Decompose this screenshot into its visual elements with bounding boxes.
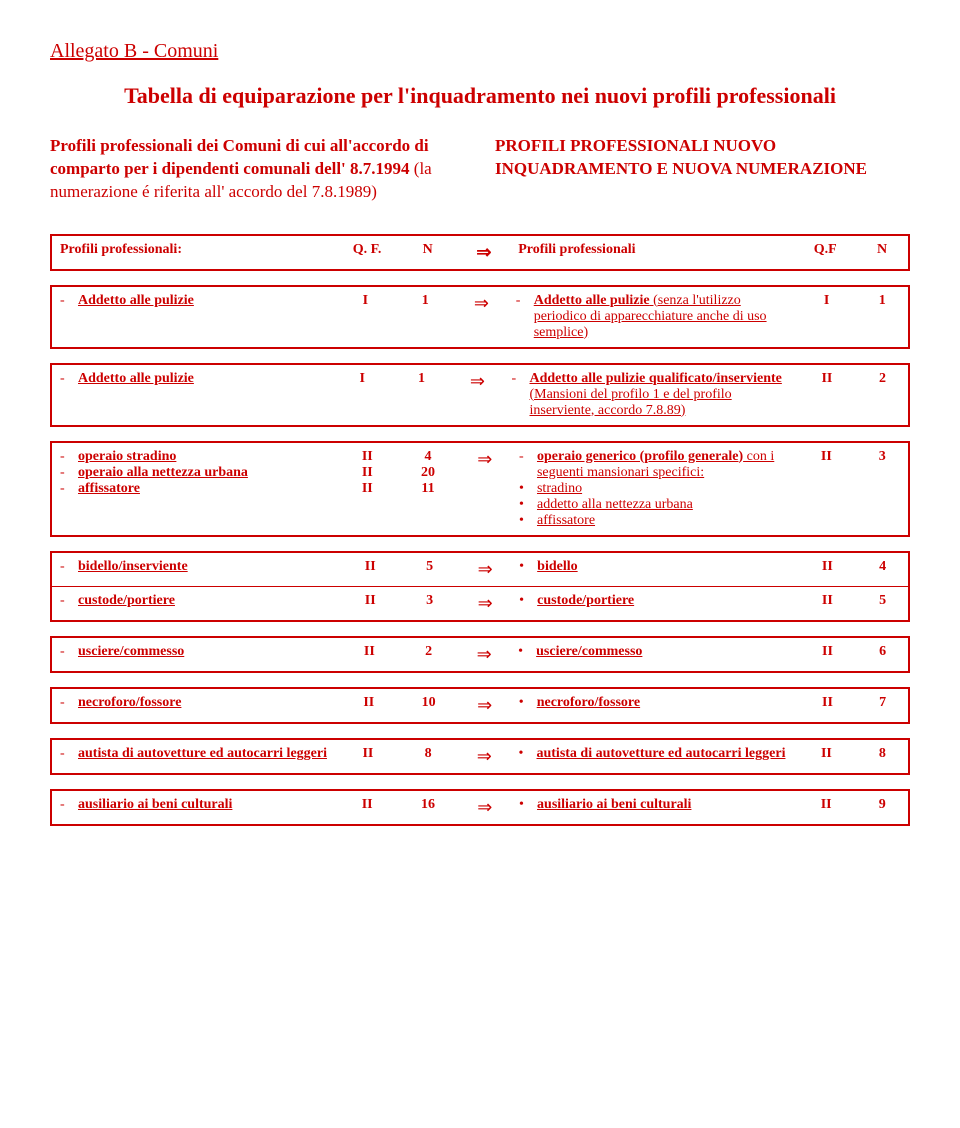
qf-cell: IIIIII xyxy=(337,442,398,536)
qf-cell: II xyxy=(339,688,399,723)
qf-cell: II xyxy=(340,637,400,672)
hdr-qf: Q. F. xyxy=(337,235,398,270)
intro-columns: Profili professionali dei Comuni di cui … xyxy=(50,135,910,204)
n2-cell: 3 xyxy=(857,442,909,536)
right-cell: -Addetto alle pulizie (senza l'utilizzo … xyxy=(508,286,797,348)
qf2-cell: II xyxy=(797,364,857,426)
arrow-cell: ⇒ xyxy=(451,364,503,426)
arrow-cell: ⇒ xyxy=(458,739,510,774)
left-cell: -usciere/commesso xyxy=(51,637,340,672)
qf2-cell: II xyxy=(798,688,858,723)
qf-cell: II xyxy=(340,586,400,621)
qf2-cell: II xyxy=(798,637,858,672)
n-cell: 10 xyxy=(399,688,459,723)
profile-block: -autista di autovetture ed autocarri leg… xyxy=(50,738,910,775)
n-cell: 5 xyxy=(400,552,459,587)
profile-block: -necroforo/fossoreII10⇒•necroforo/fossor… xyxy=(50,687,910,724)
n2-cell: 8 xyxy=(857,739,909,774)
n2-cell: 1 xyxy=(857,286,909,348)
left-cell: -Addetto alle pulizie xyxy=(51,286,335,348)
n-cell: 8 xyxy=(398,739,458,774)
hdr-qf2: Q.F xyxy=(794,235,856,270)
profile-block: -Addetto alle pulizieI1⇒-Addetto alle pu… xyxy=(50,363,910,427)
left-cell: -ausiliario ai beni culturali xyxy=(51,790,337,825)
page-title: Allegato B - Comuni xyxy=(50,40,910,63)
right-cell: •ausiliario ai beni culturali xyxy=(511,790,796,825)
intro-right: PROFILI PROFESSIONALI NUOVO INQUADRAMENT… xyxy=(495,135,910,204)
profile-block: -ausiliario ai beni culturaliII16⇒•ausil… xyxy=(50,789,910,826)
arrow-cell: ⇒ xyxy=(459,552,511,587)
arrow-cell: ⇒ xyxy=(458,637,510,672)
n-cell: 42011 xyxy=(398,442,459,536)
header-table: Profili professionali: Q. F. N ⇒ Profili… xyxy=(50,234,910,271)
left-cell: -custode/portiere xyxy=(51,586,340,621)
left-cell: -necroforo/fossore xyxy=(51,688,339,723)
n-cell: 16 xyxy=(397,790,458,825)
intro-left-bold: Profili professionali dei Comuni di cui … xyxy=(50,136,429,178)
profile-block: -operaio stradino-operaio alla nettezza … xyxy=(50,441,910,537)
arrow-cell: ⇒ xyxy=(459,442,511,536)
qf2-cell: II xyxy=(796,790,857,825)
n-cell: 3 xyxy=(400,586,459,621)
qf-cell: I xyxy=(335,286,395,348)
right-cell: •necroforo/fossore xyxy=(511,688,798,723)
intro-left: Profili professionali dei Comuni di cui … xyxy=(50,135,465,204)
profile-block: -bidello/inservienteII5⇒•bidelloII4-cust… xyxy=(50,551,910,622)
profile-block: -usciere/commessoII2⇒•usciere/commessoII… xyxy=(50,636,910,673)
left-cell: -bidello/inserviente xyxy=(51,552,340,587)
main-heading: Tabella di equiparazione per l'inquadram… xyxy=(50,81,910,111)
qf2-cell: II xyxy=(798,586,858,621)
n2-cell: 2 xyxy=(857,364,909,426)
right-cell: •usciere/commesso xyxy=(510,637,798,672)
qf2-cell: II xyxy=(796,442,857,536)
hdr-n: N xyxy=(397,235,457,270)
n-cell: 2 xyxy=(399,637,458,672)
n2-cell: 5 xyxy=(857,586,909,621)
hdr-arrow: ⇒ xyxy=(458,235,510,270)
n2-cell: 4 xyxy=(857,552,909,587)
n2-cell: 7 xyxy=(857,688,909,723)
arrow-cell: ⇒ xyxy=(455,286,508,348)
right-cell: •bidello xyxy=(511,552,797,587)
hdr-n2: N xyxy=(856,235,909,270)
left-cell: -autista di autovetture ed autocarri leg… xyxy=(51,739,338,774)
hdr-left: Profili professionali: xyxy=(51,235,337,270)
left-cell: -operaio stradino-operaio alla nettezza … xyxy=(51,442,337,536)
arrow-cell: ⇒ xyxy=(458,790,511,825)
arrow-cell: ⇒ xyxy=(459,586,511,621)
qf2-cell: II xyxy=(798,552,858,587)
profile-block: -Addetto alle pulizieI1⇒-Addetto alle pu… xyxy=(50,285,910,349)
qf-cell: II xyxy=(338,739,398,774)
blocks-container: -Addetto alle pulizieI1⇒-Addetto alle pu… xyxy=(50,285,910,826)
qf2-cell: I xyxy=(797,286,857,348)
n2-cell: 9 xyxy=(857,790,910,825)
n-cell: 1 xyxy=(395,286,455,348)
n-cell: 1 xyxy=(392,364,451,426)
right-cell: -Addetto alle pulizie qualificato/inserv… xyxy=(503,364,796,426)
right-cell: •autista di autovetture ed autocarri leg… xyxy=(510,739,796,774)
qf2-cell: II xyxy=(796,739,856,774)
right-cell: •custode/portiere xyxy=(511,586,797,621)
right-cell: -operaio generico (profilo generale) con… xyxy=(511,442,796,536)
qf-cell: I xyxy=(333,364,392,426)
qf-cell: II xyxy=(337,790,398,825)
left-cell: -Addetto alle pulizie xyxy=(51,364,333,426)
hdr-right: Profili professionali xyxy=(510,235,794,270)
arrow-cell: ⇒ xyxy=(459,688,511,723)
qf-cell: II xyxy=(340,552,400,587)
n2-cell: 6 xyxy=(857,637,909,672)
